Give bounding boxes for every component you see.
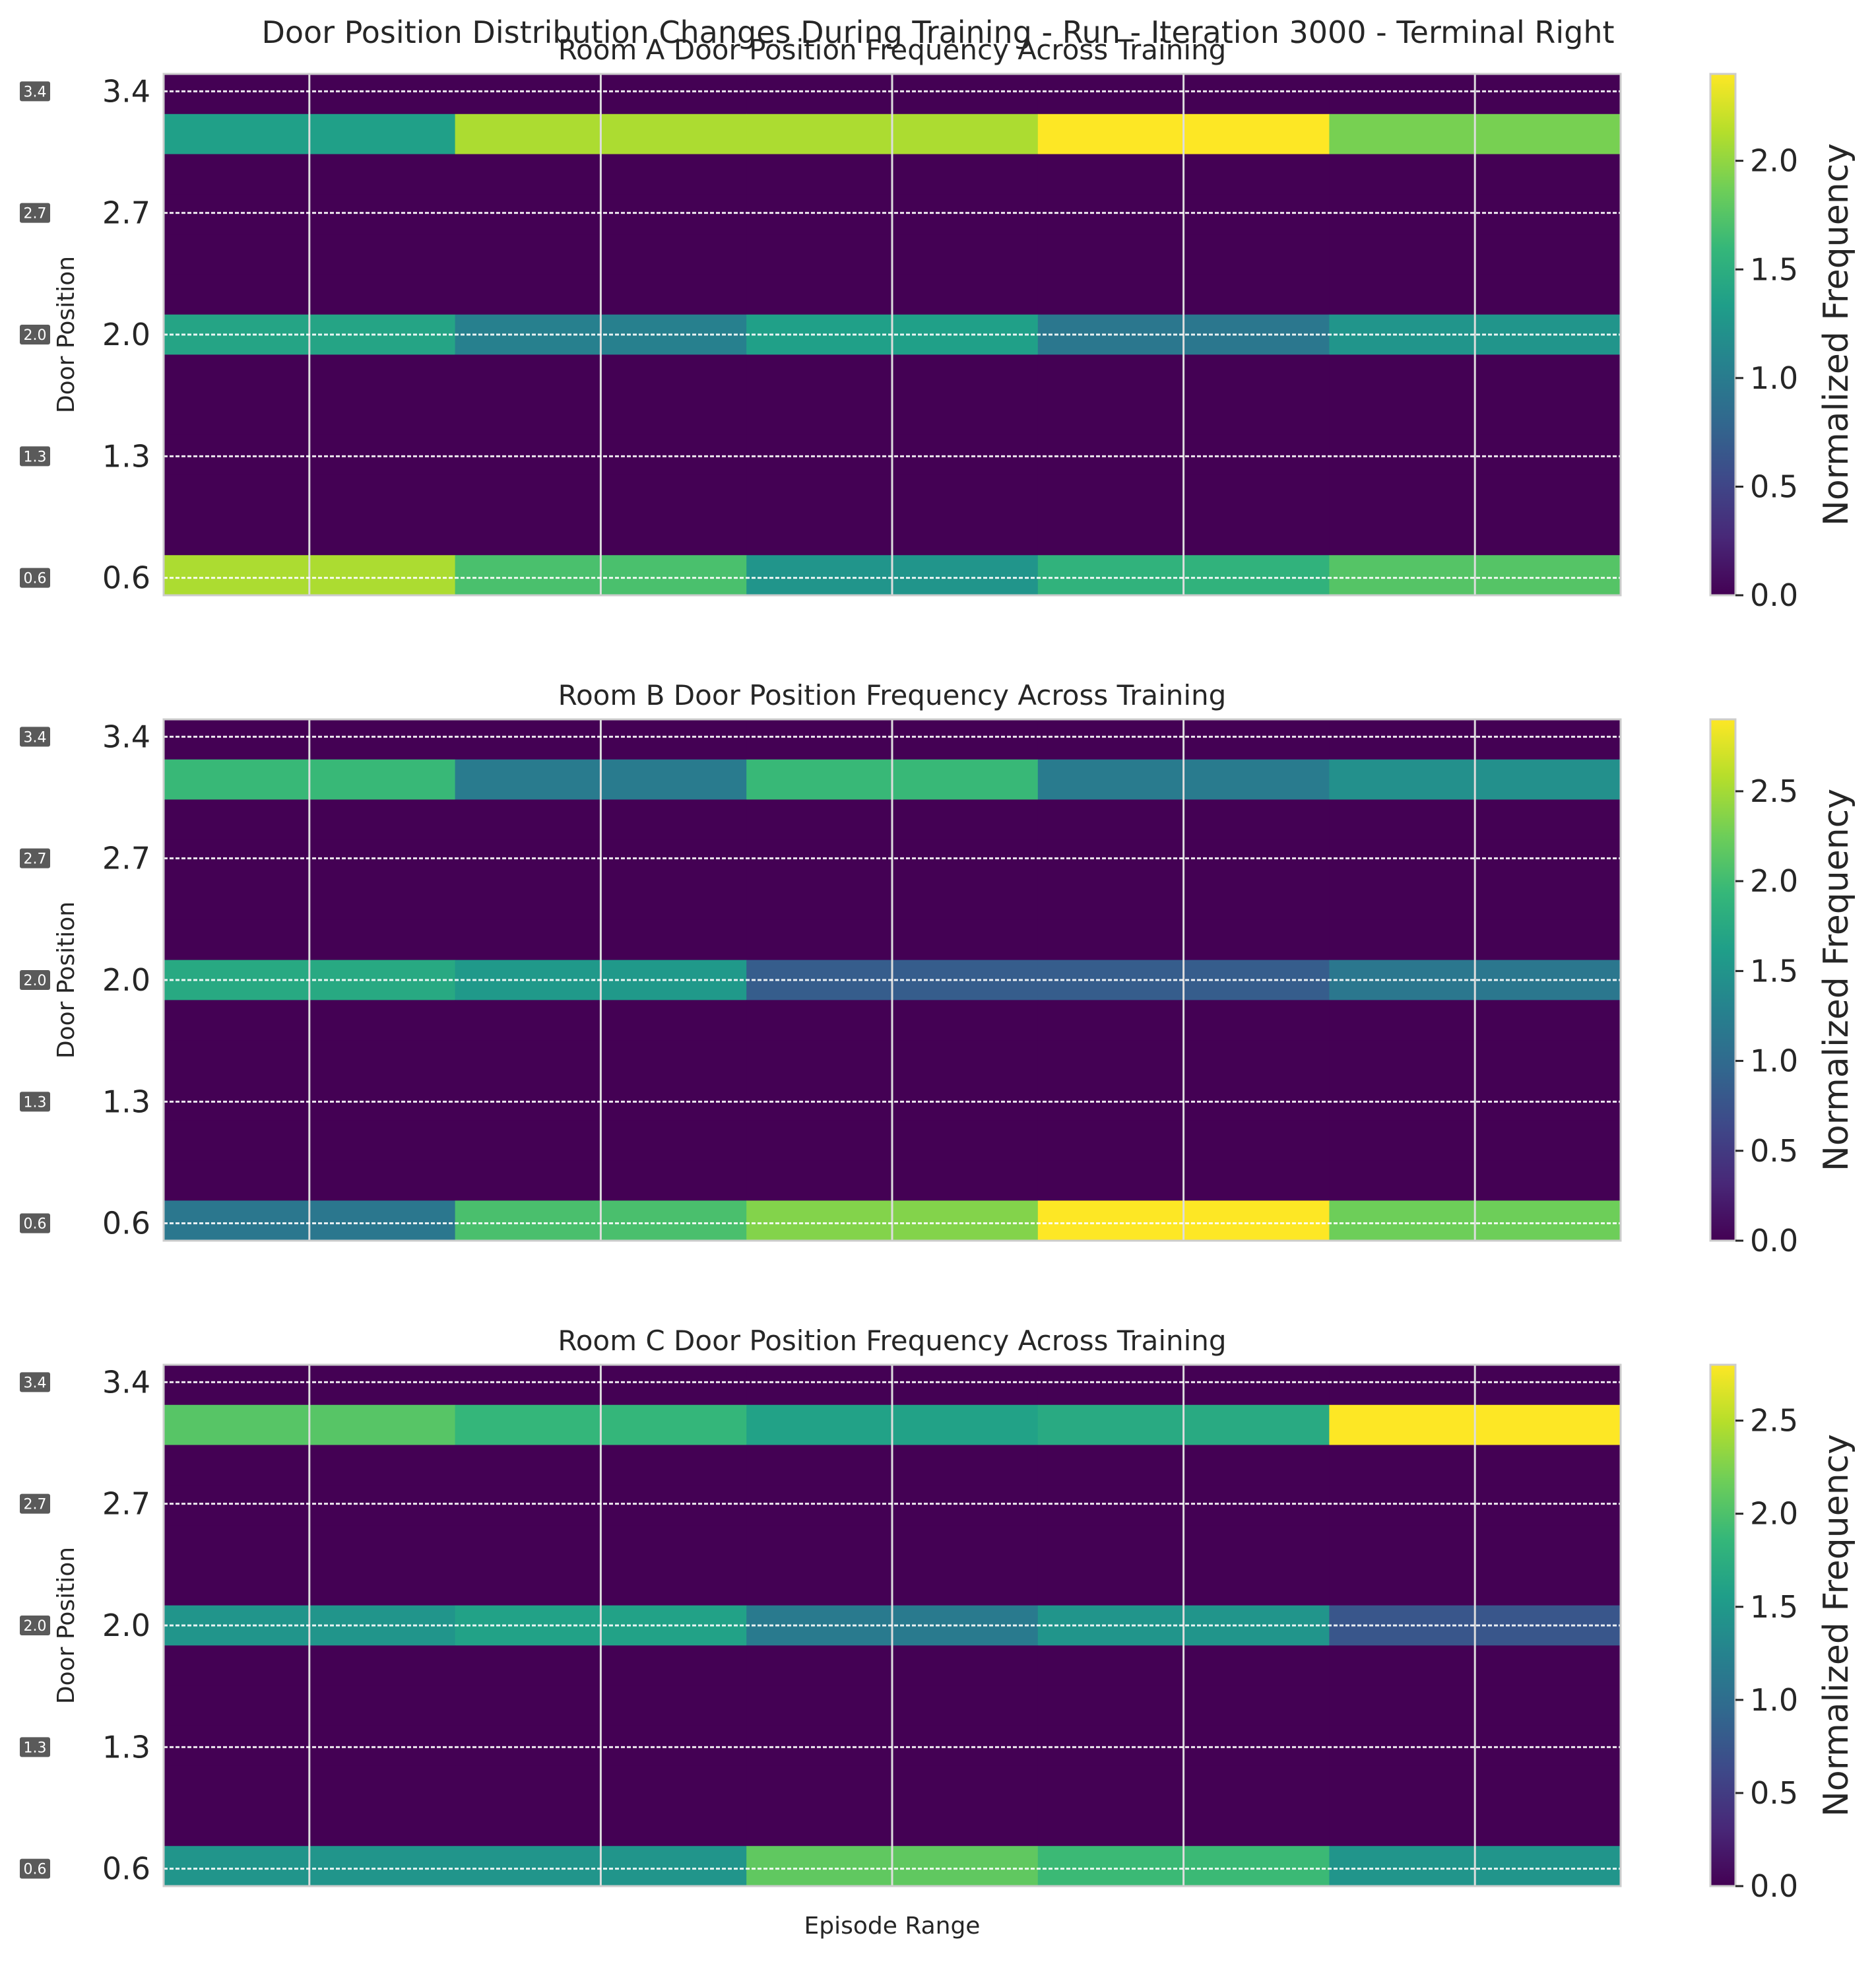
colorbar-tick-label: 1.5 bbox=[1750, 251, 1798, 287]
y-tick-badge-label: 0.6 bbox=[24, 1216, 47, 1233]
colorbar-tick-label: 0.0 bbox=[1750, 577, 1798, 613]
y-tick-label: 0.6 bbox=[102, 1851, 150, 1887]
colorbar bbox=[1710, 1365, 1735, 1886]
colorbar-tick-label: 0.5 bbox=[1750, 1775, 1798, 1811]
y-tick-badge-label: 2.7 bbox=[24, 206, 47, 222]
panel-b: 3.4 3.4 2.7 2.7 2.0 2.0 1.3 1.3 0.6 0.6 Room B Doo… bbox=[20, 679, 1856, 1259]
y-tick-badge-label: 2.7 bbox=[24, 1497, 47, 1513]
colorbar-label: Normalized Frequency bbox=[1817, 143, 1856, 526]
colorbar bbox=[1710, 719, 1735, 1241]
y-tick-badge-label: 0.6 bbox=[24, 1862, 47, 1878]
panel-c: 3.4 3.4 2.7 2.7 2.0 2.0 1.3 1.3 0.6 0.6 Room C Doo… bbox=[20, 1324, 1856, 1904]
y-tick-label: 2.7 bbox=[102, 841, 150, 876]
y-tick-label: 2.0 bbox=[102, 317, 150, 352]
y-tick-label: 2.7 bbox=[102, 195, 150, 231]
colorbar-tick-label: 2.5 bbox=[1750, 1403, 1798, 1439]
y-tick-label: 3.4 bbox=[102, 1364, 150, 1400]
panel-a: 3.4 3.4 2.7 2.7 2.0 2.0 1.3 1.3 0.6 0.6 Room A Doo… bbox=[20, 34, 1856, 613]
y-tick-badge-label: 2.7 bbox=[24, 851, 47, 868]
y-tick-badge-label: 3.4 bbox=[24, 84, 47, 100]
colorbar-tick-label: 0.0 bbox=[1750, 1223, 1798, 1259]
y-tick-badge bbox=[20, 727, 50, 747]
colorbar bbox=[1710, 74, 1735, 595]
y-tick-badge bbox=[20, 325, 50, 344]
y-tick-badge bbox=[20, 568, 50, 588]
colorbar-tick-label: 1.0 bbox=[1750, 1682, 1798, 1718]
colorbar-frame bbox=[1709, 718, 1737, 1242]
y-tick-label: 0.6 bbox=[102, 1206, 150, 1241]
plot-frame bbox=[162, 1363, 1622, 1887]
y-tick-label: 3.4 bbox=[102, 719, 150, 754]
y-tick-badge bbox=[20, 1372, 50, 1392]
y-tick-badge bbox=[20, 203, 50, 223]
colorbar-tick-label: 2.0 bbox=[1750, 863, 1798, 899]
colorbar-tick-label: 2.0 bbox=[1750, 1496, 1798, 1532]
figure-suptitle: Door Position Distribution Changes Durin… bbox=[261, 15, 1615, 50]
y-tick-badge bbox=[20, 1213, 50, 1233]
panel-title: Room B Door Position Frequency Across Tr… bbox=[558, 679, 1227, 711]
y-tick-label: 1.3 bbox=[102, 1729, 150, 1765]
y-tick-label: 2.0 bbox=[102, 1608, 150, 1643]
colorbar-tick-label: 1.5 bbox=[1750, 1589, 1798, 1625]
colorbar-tick-label: 1.5 bbox=[1750, 953, 1798, 989]
y-tick-label: 2.0 bbox=[102, 962, 150, 998]
colorbar-tick-label: 0.5 bbox=[1750, 469, 1798, 504]
colorbar-tick-label: 2.5 bbox=[1750, 773, 1798, 809]
y-axis-label: Door Position bbox=[53, 901, 80, 1059]
y-tick-label: 1.3 bbox=[102, 438, 150, 474]
y-tick-label: 2.7 bbox=[102, 1486, 150, 1522]
plot-frame bbox=[162, 73, 1622, 597]
panel-title: Room A Door Position Frequency Across Tr… bbox=[558, 34, 1227, 66]
y-tick-badge bbox=[20, 1092, 50, 1112]
y-tick-badge-label: 1.3 bbox=[24, 1094, 47, 1111]
y-axis-label: Door Position bbox=[53, 256, 80, 413]
y-axis-label: Door Position bbox=[53, 1547, 80, 1704]
y-tick-badge-label: 1.3 bbox=[24, 1740, 47, 1756]
panel-title: Room C Door Position Frequency Across Tr… bbox=[558, 1324, 1226, 1357]
colorbar-tick-label: 1.0 bbox=[1750, 360, 1798, 396]
y-tick-badge bbox=[20, 81, 50, 102]
y-tick-badge-label: 2.0 bbox=[24, 1618, 47, 1635]
y-tick-badge bbox=[20, 1858, 50, 1879]
y-tick-badge-label: 2.0 bbox=[24, 973, 47, 989]
y-tick-badge-label: 0.6 bbox=[24, 571, 47, 587]
colorbar-tick-label: 0.5 bbox=[1750, 1133, 1798, 1169]
colorbar-label: Normalized Frequency bbox=[1817, 789, 1856, 1171]
x-axis-label: Episode Range bbox=[804, 1913, 981, 1940]
y-tick-badge-label: 3.4 bbox=[24, 729, 47, 746]
y-tick-label: 0.6 bbox=[102, 560, 150, 596]
colorbar-tick-label: 2.0 bbox=[1750, 143, 1798, 179]
colorbar-label: Normalized Frequency bbox=[1817, 1434, 1856, 1817]
y-tick-label: 3.4 bbox=[102, 73, 150, 109]
colorbar-frame bbox=[1709, 1363, 1737, 1887]
colorbar-tick-label: 0.0 bbox=[1750, 1868, 1798, 1904]
y-tick-badge bbox=[20, 1493, 50, 1514]
y-tick-badge bbox=[20, 1737, 50, 1757]
y-tick-badge bbox=[20, 970, 50, 990]
y-tick-badge bbox=[20, 446, 50, 467]
plot-frame bbox=[162, 718, 1622, 1242]
y-tick-badge bbox=[20, 848, 50, 868]
y-tick-badge bbox=[20, 1616, 50, 1635]
colorbar-frame bbox=[1709, 73, 1737, 597]
y-tick-label: 1.3 bbox=[102, 1084, 150, 1119]
y-tick-badge-label: 1.3 bbox=[24, 449, 47, 465]
y-tick-badge-label: 3.4 bbox=[24, 1375, 47, 1391]
y-tick-badge-label: 2.0 bbox=[24, 327, 47, 344]
colorbar-tick-label: 1.0 bbox=[1750, 1043, 1798, 1079]
